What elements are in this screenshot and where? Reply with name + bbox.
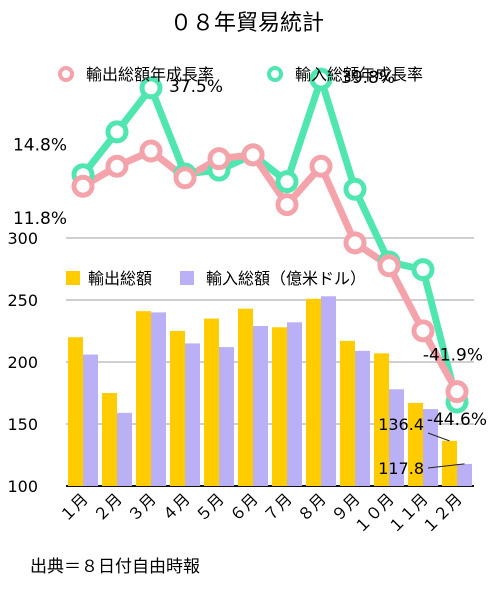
line-data-label: 37.5% [169,77,223,97]
export-bar [238,308,253,486]
export-bar [102,393,117,486]
export-bar [136,311,151,486]
line-data-label: 14.8% [13,136,67,156]
export-bar [442,440,457,486]
bar-legend-label: 輸出総額 [88,269,152,288]
x-tick-label: ４月 [158,489,194,525]
x-tick-label: １２月 [418,489,465,536]
export-bar [374,353,389,486]
source-note: 出典＝８日付自由時報 [30,557,200,577]
export-growth-marker [173,166,197,190]
bar-legend-swatch [66,271,80,285]
export-bar [340,340,355,486]
export-growth-marker [207,147,231,171]
export-bar [306,298,321,486]
bars [68,296,472,486]
line-legend-label: 輸入総額年成長率 [295,65,423,84]
line-legend-label: 輸出総額年成長率 [86,65,214,84]
export-growth-marker [275,193,299,217]
bar-data-label: 136.4 [378,415,424,434]
y-tick-label: 250 [7,291,38,310]
x-tick-label: ５月 [192,489,228,525]
y-axis: 100 150 200 250 300 [7,229,38,496]
grid [66,237,474,487]
lines [71,67,469,414]
export-growth-marker [139,139,163,163]
import-bar [83,354,98,486]
import-bar [287,322,302,486]
import-growth-marker [139,76,163,100]
export-bar [68,337,83,486]
import-bar [253,326,268,486]
import-bar [219,347,234,486]
import-growth-marker [275,170,299,194]
export-growth-marker [377,254,401,278]
bar-label-leader [427,432,450,442]
export-bar [408,402,423,486]
x-tick-label: ７月 [260,489,296,525]
export-bar [170,331,185,486]
import-bar [151,312,166,486]
x-tick-label: ３月 [124,489,160,525]
export-growth-marker [343,231,367,255]
x-tick-label: ６月 [226,489,262,525]
import-growth-marker [343,177,367,201]
export-growth-marker [309,154,333,178]
export-growth-marker [411,319,435,343]
data-labels: 11.8% 14.8% 37.5% 39.8% -41.9% -44.6%136.4 117… [13,68,487,478]
import-bar [423,409,438,486]
import-bar [355,350,370,486]
y-tick-label: 300 [7,229,38,248]
bar-data-label: 117.8 [378,459,424,478]
import-bar [457,463,472,486]
y-tick-label: 150 [7,415,38,434]
y-tick-label: 100 [7,477,38,496]
export-growth-marker [105,154,129,178]
export-growth-marker [445,380,469,404]
export-growth-marker [71,174,95,198]
line-data-label: 11.8% [13,209,67,229]
line-data-label: -44.6% [427,410,487,430]
x-tick-label: １月 [56,489,92,525]
import-bar [321,296,336,486]
import-growth-marker [105,120,129,144]
export-bar [204,318,219,486]
export-growth-marker [241,143,265,167]
import-growth-marker [309,67,333,91]
chart-title: ０８年貿易統計 [170,11,324,36]
import-bar [117,412,132,486]
line-legend-marker [267,66,283,82]
bar-legend-swatch [180,271,194,285]
export-bar [272,327,287,486]
line-legend-marker [58,66,74,82]
bar-legend-label: 輸入総額（億米ドル） [206,269,366,288]
line-data-label: 39.8% [341,68,395,88]
bar-label-leader [427,463,465,469]
line-data-label: -41.9% [423,346,483,366]
y-tick-label: 200 [7,353,38,372]
import-bar [185,343,200,486]
x-tick-label: ２月 [90,489,126,525]
import-bar [389,389,404,486]
import-growth-marker [411,258,435,282]
x-tick-label: ８月 [294,489,330,525]
